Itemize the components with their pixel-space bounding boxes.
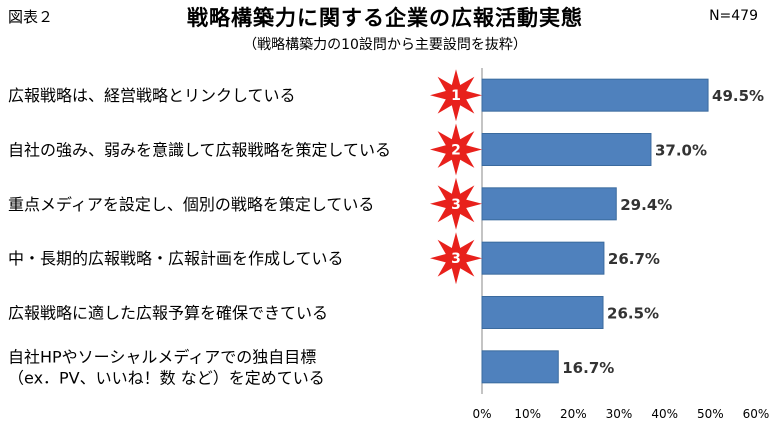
category-label: 中・長期的広報戦略・広報計画を作成している — [8, 249, 344, 268]
bar — [481, 241, 605, 275]
bar — [481, 78, 709, 112]
value-label: 37.0% — [655, 142, 707, 160]
rank-star-icon — [430, 69, 482, 122]
bar — [481, 133, 652, 166]
x-tick-label: 50% — [697, 407, 724, 421]
rank-star-icon — [430, 123, 482, 176]
rank-number: 3 — [451, 197, 461, 213]
value-label: 26.7% — [608, 250, 660, 268]
rank-number: 1 — [451, 88, 461, 104]
x-tick-label: 40% — [651, 407, 678, 421]
bar — [481, 296, 604, 329]
value-label: 49.5% — [712, 87, 764, 105]
rank-number: 3 — [451, 251, 461, 267]
x-tick-label: 0% — [472, 407, 491, 421]
rank-star-icon — [430, 177, 482, 230]
category-label: （ex．PV、いいね！数 など）を定めている — [8, 368, 325, 387]
value-label: 16.7% — [562, 359, 614, 377]
rank-star-icon — [430, 232, 482, 285]
value-label: 29.4% — [620, 196, 672, 214]
category-label: 広報戦略は、経営戦略とリンクしている — [8, 86, 296, 105]
category-label: 自社の強み、弱みを意識して広報戦略を策定している — [8, 141, 391, 160]
figure-label: 図表２ — [8, 8, 54, 26]
x-tick-label: 30% — [606, 407, 633, 421]
category-label: 自社HPやソーシャルメディアでの独自目標 — [8, 347, 316, 366]
x-tick-label: 20% — [560, 407, 587, 421]
value-label: 26.5% — [607, 305, 659, 323]
chart-title: 戦略構築力に関する企業の広報活動実態 — [187, 6, 583, 30]
bar — [481, 187, 617, 221]
category-label: 重点メディアを設定し、個別の戦略を策定している — [8, 195, 374, 214]
bar — [481, 350, 559, 384]
x-tick-label: 60% — [743, 407, 770, 421]
rank-number: 2 — [451, 143, 461, 159]
category-label: 広報戦略に適した広報予算を確保できている — [8, 304, 328, 323]
sample-size-label: N=479 — [709, 8, 758, 24]
x-tick-label: 10% — [514, 407, 541, 421]
chart-subtitle: （戦略構築力の10設問から主要設問を抜粋） — [243, 37, 527, 53]
